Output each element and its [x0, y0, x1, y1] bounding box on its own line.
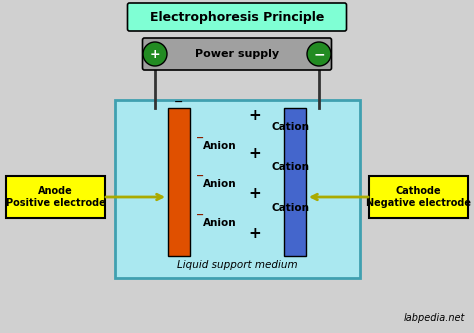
Text: +: +	[249, 225, 261, 240]
Text: Cathode
Negative electrode: Cathode Negative electrode	[366, 186, 471, 208]
Text: Anion: Anion	[203, 218, 237, 228]
FancyBboxPatch shape	[115, 100, 360, 278]
Text: −: −	[196, 171, 204, 181]
Text: labpedia.net: labpedia.net	[404, 313, 465, 323]
Text: Electrophoresis Principle: Electrophoresis Principle	[150, 11, 324, 24]
FancyBboxPatch shape	[143, 38, 331, 70]
Text: −: −	[313, 47, 325, 61]
FancyBboxPatch shape	[128, 3, 346, 31]
FancyBboxPatch shape	[168, 108, 190, 256]
Text: Liquid support medium: Liquid support medium	[177, 260, 297, 270]
Ellipse shape	[143, 42, 167, 66]
Text: +: +	[249, 147, 261, 162]
Text: −: −	[196, 210, 204, 220]
FancyBboxPatch shape	[369, 176, 468, 218]
Text: Anode
Positive electrode: Anode Positive electrode	[6, 186, 105, 208]
Text: Cation: Cation	[272, 162, 310, 172]
Text: Power supply: Power supply	[195, 49, 279, 59]
Text: −: −	[174, 97, 184, 107]
Text: Cation: Cation	[272, 203, 310, 213]
FancyBboxPatch shape	[6, 176, 105, 218]
Text: Cation: Cation	[272, 122, 310, 132]
Text: +: +	[249, 108, 261, 123]
Text: −: −	[196, 133, 204, 143]
Text: +: +	[249, 185, 261, 200]
Text: Anion: Anion	[203, 141, 237, 151]
Ellipse shape	[307, 42, 331, 66]
FancyBboxPatch shape	[284, 108, 306, 256]
Text: Anion: Anion	[203, 179, 237, 189]
Text: +: +	[150, 48, 160, 61]
